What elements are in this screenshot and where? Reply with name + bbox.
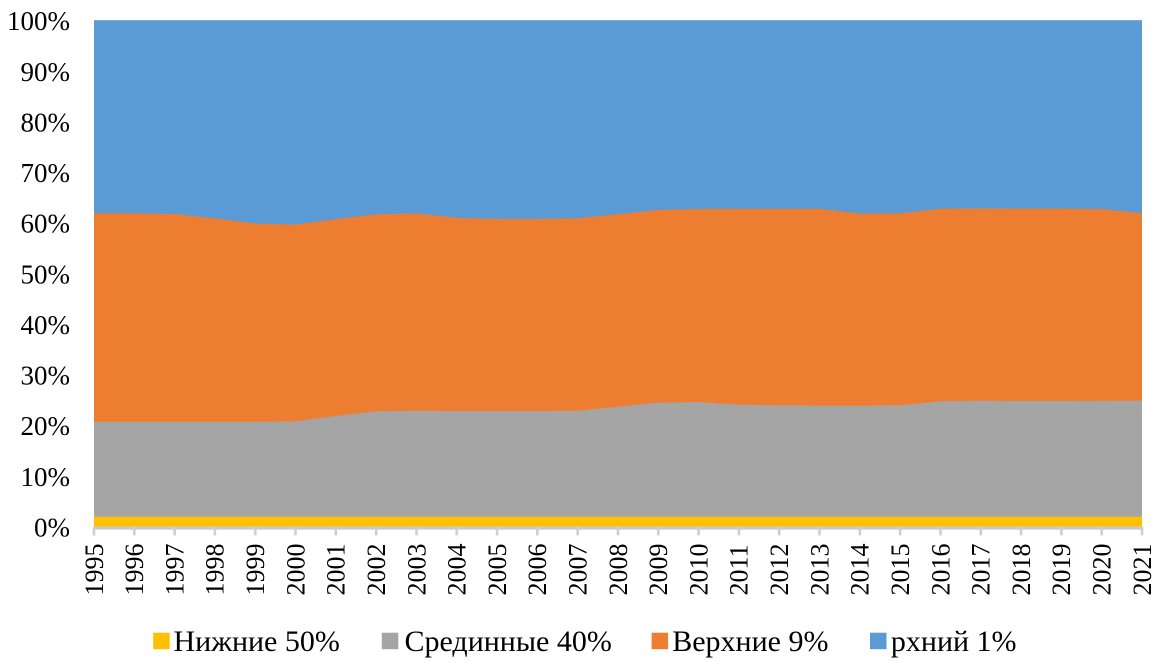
svg-text:100%: 100% — [7, 6, 70, 36]
svg-text:50%: 50% — [21, 259, 71, 289]
svg-text:2020: 2020 — [1088, 544, 1117, 596]
svg-text:2013: 2013 — [805, 544, 834, 596]
svg-text:Верхние 9%: Верхние 9% — [672, 625, 828, 658]
svg-text:2002: 2002 — [362, 544, 391, 596]
svg-text:Срединные 40%: Срединные 40% — [405, 625, 612, 658]
svg-text:2010: 2010 — [684, 544, 713, 596]
svg-text:рхний 1%: рхний 1% — [891, 625, 1017, 658]
svg-text:1996: 1996 — [120, 544, 149, 596]
svg-text:2000: 2000 — [281, 544, 310, 596]
svg-text:2005: 2005 — [483, 544, 512, 596]
svg-text:2017: 2017 — [967, 544, 996, 596]
svg-text:2004: 2004 — [443, 544, 472, 596]
svg-text:2003: 2003 — [402, 544, 431, 596]
svg-text:80%: 80% — [21, 108, 71, 138]
svg-text:1995: 1995 — [80, 544, 109, 596]
svg-text:1998: 1998 — [201, 544, 230, 596]
svg-text:2015: 2015 — [886, 544, 915, 596]
svg-text:90%: 90% — [21, 57, 71, 87]
svg-text:2009: 2009 — [644, 544, 673, 596]
svg-text:2012: 2012 — [765, 544, 794, 596]
svg-text:0%: 0% — [34, 513, 70, 543]
svg-text:40%: 40% — [21, 310, 71, 340]
svg-text:2019: 2019 — [1047, 544, 1076, 596]
svg-text:1997: 1997 — [160, 544, 189, 596]
svg-text:20%: 20% — [21, 411, 71, 441]
svg-text:10%: 10% — [21, 462, 71, 492]
svg-text:2008: 2008 — [604, 544, 633, 596]
svg-text:2014: 2014 — [846, 544, 875, 596]
svg-text:60%: 60% — [21, 209, 71, 239]
svg-text:1999: 1999 — [241, 544, 270, 596]
svg-text:2018: 2018 — [1007, 544, 1036, 596]
svg-text:70%: 70% — [21, 158, 71, 188]
svg-text:2011: 2011 — [725, 544, 754, 595]
svg-text:2006: 2006 — [523, 544, 552, 596]
svg-text:30%: 30% — [21, 361, 71, 391]
svg-text:2016: 2016 — [926, 544, 955, 596]
svg-text:Нижние 50%: Нижние 50% — [174, 625, 340, 658]
svg-text:2021: 2021 — [1128, 544, 1157, 596]
svg-text:2001: 2001 — [322, 544, 351, 596]
svg-text:2007: 2007 — [564, 544, 593, 596]
